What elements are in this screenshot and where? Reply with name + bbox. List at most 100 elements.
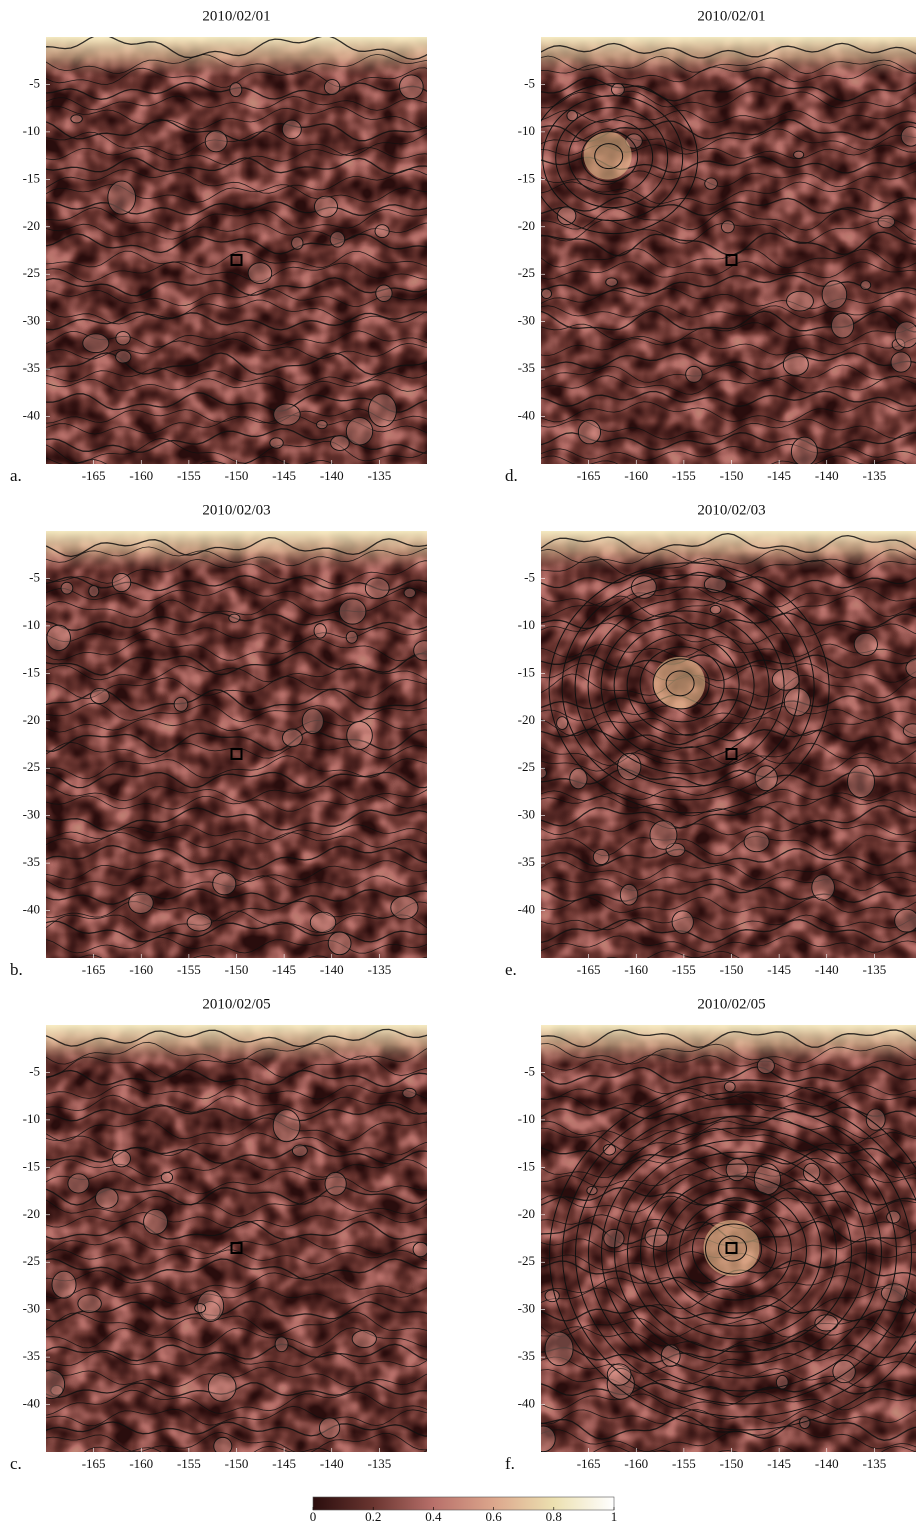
x-tick-label: -140 (815, 1456, 839, 1471)
eddy (895, 909, 916, 932)
y-tick-label: -25 (23, 265, 40, 280)
x-tick-label: -140 (320, 1456, 344, 1471)
eddy (112, 573, 130, 591)
x-tick-label: -150 (225, 468, 249, 483)
eddy (404, 588, 415, 597)
eddy (413, 1242, 428, 1256)
eddy (310, 912, 335, 932)
eddy (195, 1304, 206, 1313)
y-tick-label: -40 (23, 902, 40, 917)
y-tick-label: -15 (518, 1158, 535, 1173)
colorbar-tick-label: 0.8 (546, 1509, 562, 1524)
x-tick-label: -150 (720, 1456, 744, 1471)
eddy (174, 697, 188, 711)
eddy (302, 709, 323, 734)
y-tick-label: -25 (23, 1253, 40, 1268)
x-tick-label: -135 (862, 962, 886, 977)
bright-band (541, 1025, 916, 1065)
eddy (129, 892, 154, 913)
eddy (724, 1082, 735, 1092)
y-tick-label: -35 (518, 854, 535, 869)
eddy (391, 896, 418, 919)
y-tick-label: -20 (23, 1206, 40, 1221)
eddy (248, 263, 272, 284)
x-tick-label: -155 (672, 1456, 696, 1471)
eddy (831, 313, 853, 338)
x-tick-label: -165 (577, 1456, 601, 1471)
colorbar (313, 1497, 614, 1510)
eddy (38, 1370, 64, 1399)
eddy (319, 1418, 339, 1439)
x-tick-label: -160 (129, 1456, 153, 1471)
panel (41, 35, 431, 488)
y-tick-label: -30 (518, 313, 535, 328)
eddy (292, 1145, 307, 1156)
y-tick-label: -20 (518, 218, 535, 233)
y-tick-label: -35 (518, 1348, 535, 1363)
eddy (672, 911, 693, 934)
x-tick-label: -145 (272, 962, 296, 977)
eddy (116, 351, 131, 363)
eddy (331, 436, 350, 451)
eddy (282, 729, 302, 747)
panel (531, 1025, 916, 1474)
x-tick-label: -145 (767, 468, 791, 483)
eddy (339, 599, 366, 624)
eddy (710, 605, 721, 614)
y-tick-label: -35 (23, 360, 40, 375)
y-tick-label: -5 (524, 1063, 535, 1078)
figure: 2010/02/01 a. -165 -160 -155 -150 -145 -140 -135… (0, 0, 916, 1524)
eddy (375, 225, 389, 238)
eddy (772, 669, 799, 690)
vortex-core (584, 132, 632, 180)
y-tick-label: -15 (518, 664, 535, 679)
y-tick-label: -30 (23, 313, 40, 328)
panel-title: 2010/02/01 (202, 8, 270, 24)
eddy (531, 1426, 555, 1452)
eddy (620, 884, 637, 905)
x-tick-label: -160 (129, 468, 153, 483)
y-tick-label: -20 (518, 712, 535, 727)
x-tick-label: -135 (862, 1456, 886, 1471)
x-tick-label: -140 (815, 468, 839, 483)
eddy (901, 127, 916, 147)
y-tick-label: -20 (23, 218, 40, 233)
eddy (891, 352, 911, 372)
eddy (282, 120, 301, 139)
x-tick-label: -165 (82, 1456, 106, 1471)
colorbar-tick-label: 0.6 (485, 1509, 502, 1524)
eddy (324, 80, 339, 95)
eddy (757, 1058, 774, 1074)
eddy (545, 1332, 573, 1366)
eddy (52, 1271, 76, 1298)
eddy (346, 631, 357, 643)
panel-title: 2010/02/01 (697, 8, 765, 24)
eddy (71, 115, 83, 123)
x-tick-label: -150 (225, 1456, 249, 1471)
x-tick-label: -135 (367, 962, 391, 977)
y-tick-label: -40 (23, 1396, 40, 1411)
x-tick-label: -155 (177, 1456, 201, 1471)
y-tick-label: -25 (518, 759, 535, 774)
eddy (791, 437, 817, 466)
y-tick-label: -10 (23, 617, 40, 632)
bright-band (46, 531, 427, 571)
panel-label: a. (10, 466, 22, 485)
eddy (61, 582, 73, 594)
eddy (229, 614, 240, 622)
x-tick-label: -140 (815, 962, 839, 977)
eddy (650, 821, 677, 849)
y-tick-label: -5 (29, 75, 40, 90)
x-tick-label: -160 (129, 962, 153, 977)
eddy (787, 291, 814, 311)
eddy (275, 1337, 288, 1352)
x-tick-label: -155 (177, 962, 201, 977)
eddy (330, 232, 344, 247)
bright-band (46, 1025, 427, 1065)
eddy (376, 285, 392, 302)
eddy (686, 366, 702, 382)
x-tick-label: -145 (272, 468, 296, 483)
y-tick-label: -15 (23, 1158, 40, 1173)
eddy (325, 1172, 346, 1195)
heatmap-field (541, 531, 916, 958)
